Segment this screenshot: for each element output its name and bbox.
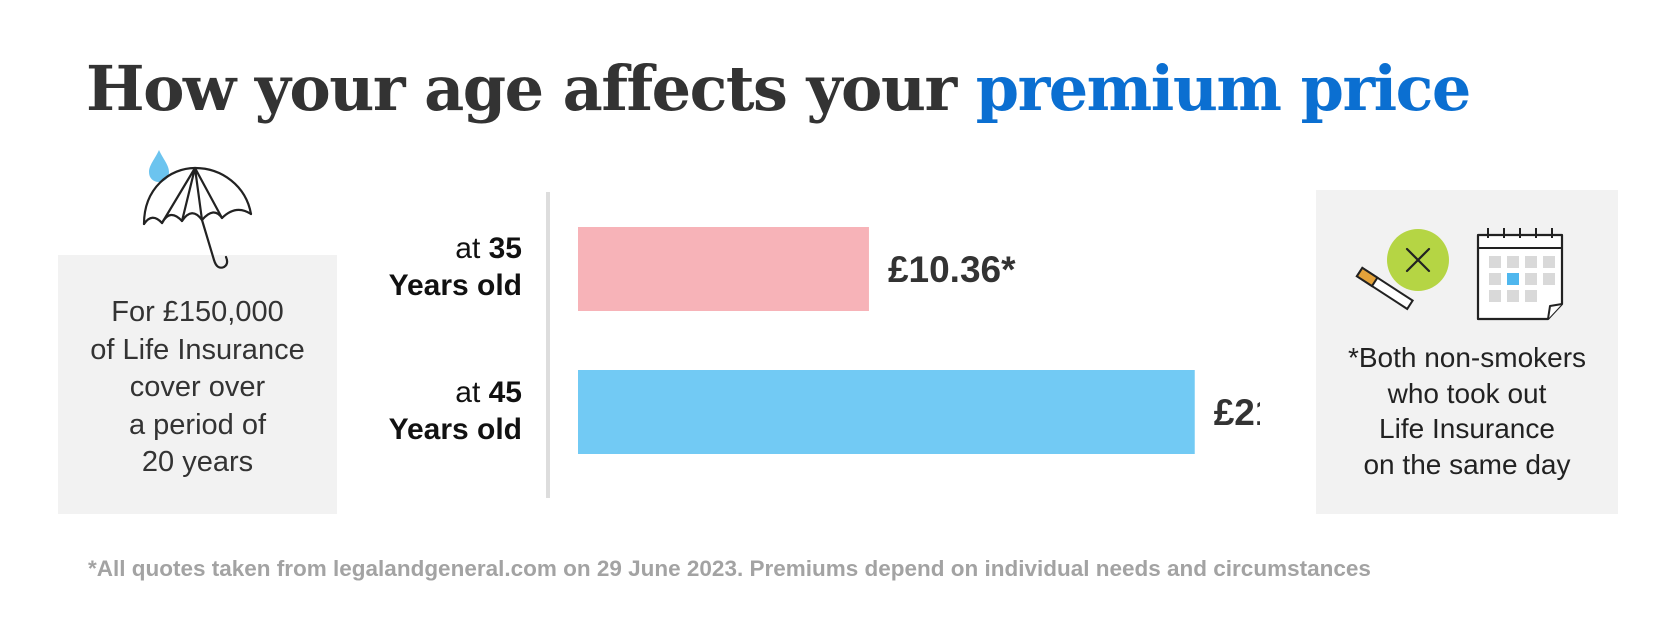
value-label-45: £21.96*	[1214, 392, 1260, 433]
cover-panel	[58, 255, 337, 514]
title-accent: premium price	[975, 52, 1472, 125]
bar-45	[578, 370, 1195, 454]
page-title: How your age affects your premium price	[86, 52, 1472, 125]
axis-line	[546, 192, 550, 498]
cigarette-icon	[1355, 266, 1415, 311]
note-icons	[1355, 228, 1564, 321]
calendar-icon	[1476, 228, 1564, 321]
label-prefix: at	[455, 232, 489, 265]
cover-line: cover over	[129, 371, 266, 403]
label-unit: Years old	[388, 413, 522, 446]
premium-bar-chart: £10.36* £21.96*	[578, 227, 1260, 454]
umbrella-icon	[142, 150, 253, 269]
cover-line: of Life Insurance	[90, 333, 305, 366]
category-label-45: at 45 Years old	[389, 374, 522, 448]
note-description: *Both non-smokers who took out Life Insu…	[1316, 340, 1618, 482]
cover-line: a period of	[128, 408, 267, 441]
raindrop-icon	[149, 150, 169, 182]
cover-line: For £150,000	[111, 296, 284, 328]
note-line: on the same day	[1363, 448, 1571, 480]
footnote: *All quotes taken from legalandgeneral.c…	[88, 556, 1371, 581]
note-line: who took out	[1387, 377, 1547, 409]
label-age: 45	[488, 376, 522, 409]
category-label-35: at 35 Years old	[389, 230, 522, 304]
title-main: How your age affects your	[86, 52, 957, 125]
note-panel	[1316, 190, 1618, 514]
label-age: 35	[488, 232, 522, 265]
value-label-35: £10.36*	[888, 249, 1016, 290]
bar-35	[578, 227, 869, 311]
cover-line: 20 years	[141, 446, 254, 478]
label-unit: Years old	[388, 269, 522, 302]
note-line: *Both non-smokers	[1347, 342, 1587, 373]
cover-description: For £150,000 of Life Insurance cover ove…	[58, 294, 337, 482]
label-prefix: at	[455, 376, 489, 409]
note-line: Life Insurance	[1379, 413, 1555, 444]
